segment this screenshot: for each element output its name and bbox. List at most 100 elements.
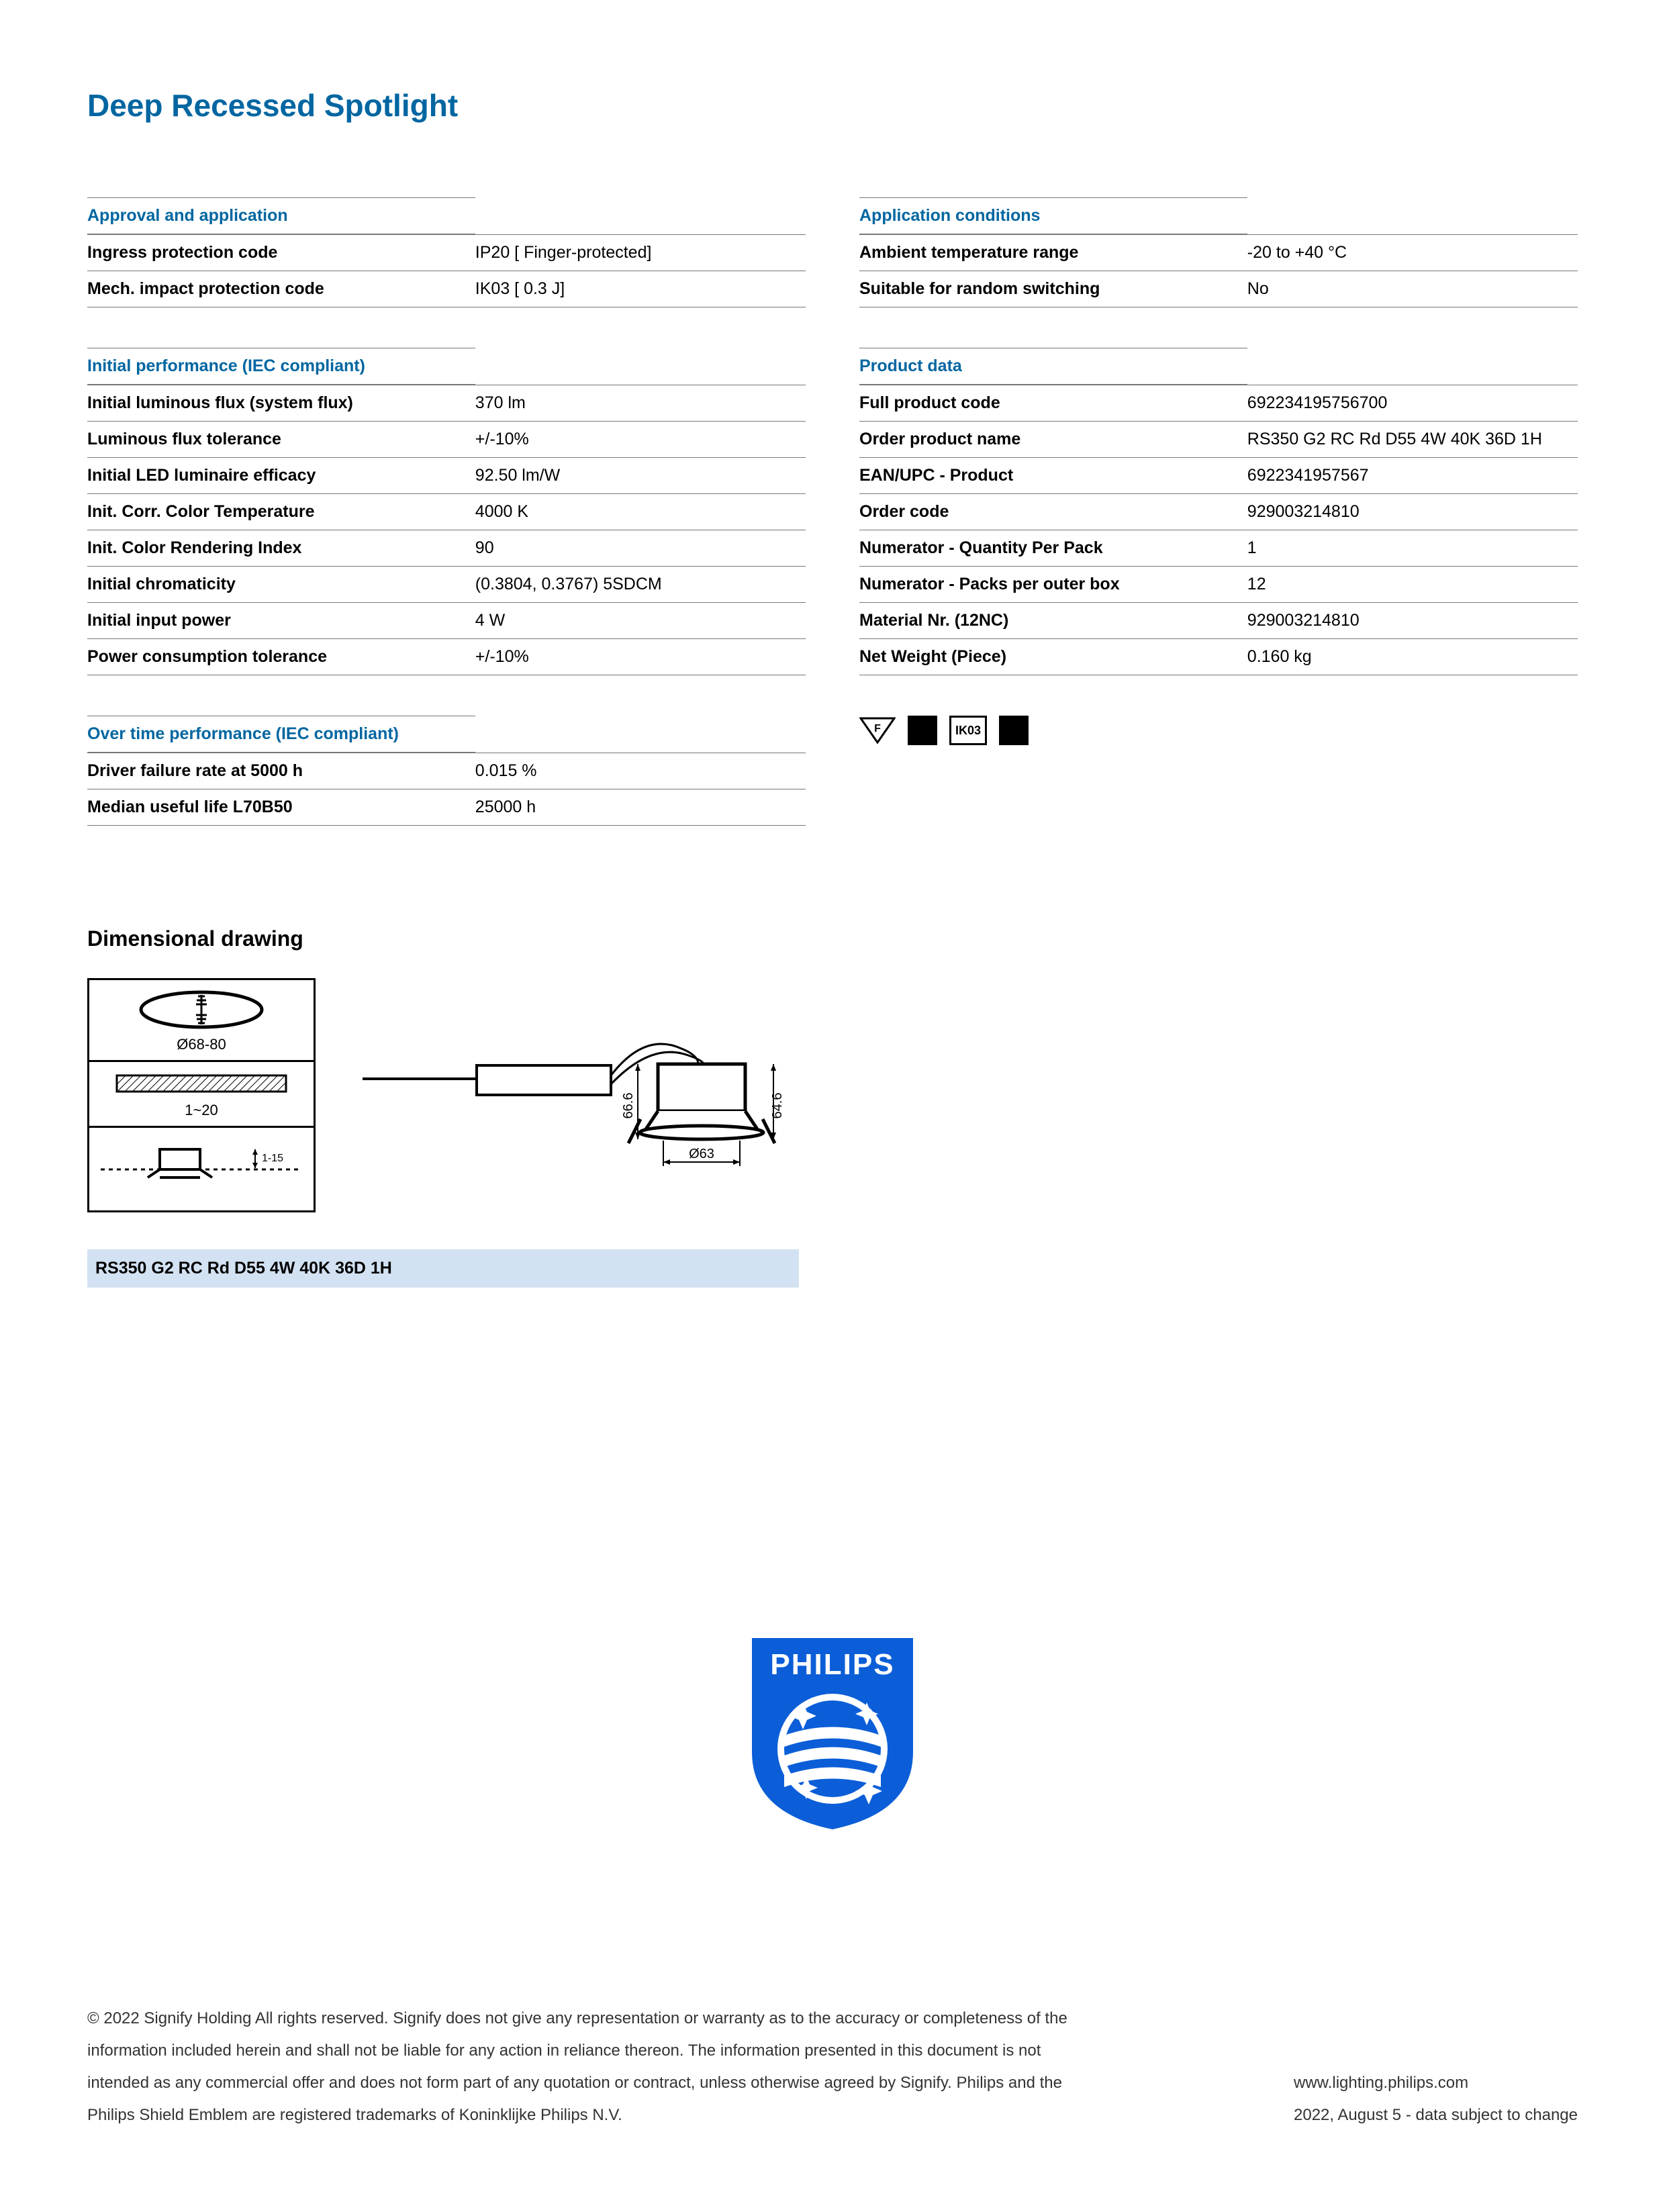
table-initial-perf: Initial performance (IEC compliant) Init… (87, 348, 806, 675)
spec-value: IK03 [ 0.3 J] (475, 271, 806, 307)
spec-value: 90 (475, 530, 806, 567)
spec-label: Numerator - Quantity Per Pack (859, 530, 1247, 567)
spec-label: Order product name (859, 422, 1247, 458)
footer-url: www.lighting.philips.com (1294, 2067, 1578, 2099)
section-header: Over time performance (IEC compliant) (87, 716, 475, 753)
dimensional-drawing-title: Dimensional drawing (87, 926, 1578, 951)
table-row: Power consumption tolerance+/-10% (87, 639, 806, 675)
spec-value: -20 to +40 °C (1247, 235, 1578, 271)
dim-h1: 66.6 (621, 1093, 636, 1119)
spec-label: Material Nr. (12NC) (859, 603, 1247, 639)
table-row: Ambient temperature range-20 to +40 °C (859, 235, 1578, 271)
spec-columns: Approval and application Ingress protect… (87, 197, 1578, 866)
svg-text:F: F (874, 723, 881, 734)
table-product-data: Product data Full product code6922341957… (859, 348, 1578, 675)
f-mark-icon: F (859, 717, 896, 744)
table-row: Initial LED luminaire efficacy92.50 lm/W (87, 458, 806, 494)
spec-value: 929003214810 (1247, 603, 1578, 639)
spec-label: Suitable for random switching (859, 271, 1247, 307)
section-header: Approval and application (87, 197, 475, 234)
table-row: Median useful life L70B5025000 h (87, 789, 806, 826)
spec-value: 1 (1247, 530, 1578, 567)
footer-disclaimer: © 2022 Signify Holding All rights reserv… (87, 2003, 1074, 2131)
black-square-icon (999, 716, 1029, 745)
table-row: Suitable for random switchingNo (859, 271, 1578, 307)
spec-value: (0.3804, 0.3767) 5SDCM (475, 567, 806, 603)
cutout-label: Ø68-80 (89, 1036, 314, 1053)
table-approval: Approval and application Ingress protect… (87, 197, 806, 307)
spec-label: Ingress protection code (87, 235, 475, 271)
section-header: Application conditions (859, 197, 1247, 234)
dimensional-drawing: Ø68-80 1~20 1-15 (87, 978, 1578, 1212)
spec-value: 370 lm (475, 385, 806, 422)
dim-h2: 64.6 (770, 1093, 785, 1119)
spec-label: Initial luminous flux (system flux) (87, 385, 475, 422)
spec-value: 12 (1247, 567, 1578, 603)
spec-label: Driver failure rate at 5000 h (87, 753, 475, 789)
black-square-icon (908, 716, 937, 745)
spec-label: Init. Corr. Color Temperature (87, 494, 475, 530)
page-title: Deep Recessed Spotlight (87, 87, 1578, 124)
thickness-label: 1~20 (89, 1102, 314, 1119)
footer-meta: www.lighting.philips.com 2022, August 5 … (1294, 2067, 1578, 2131)
spec-label: Net Weight (Piece) (859, 639, 1247, 675)
mounting-row: 1-15 (89, 1128, 314, 1210)
spec-value: +/-10% (475, 639, 806, 675)
spec-label: Numerator - Packs per outer box (859, 567, 1247, 603)
spec-label: Init. Color Rendering Index (87, 530, 475, 567)
table-row: Material Nr. (12NC)929003214810 (859, 603, 1578, 639)
spec-value: IP20 [ Finger-protected] (475, 235, 806, 271)
spec-value: 92.50 lm/W (475, 458, 806, 494)
table-row: Order code929003214810 (859, 494, 1578, 530)
spec-label: EAN/UPC - Product (859, 458, 1247, 494)
section-header: Product data (859, 348, 1247, 385)
left-column: Approval and application Ingress protect… (87, 197, 806, 866)
spec-label: Mech. impact protection code (87, 271, 475, 307)
spec-value: 0.160 kg (1247, 639, 1578, 675)
spec-label: Power consumption tolerance (87, 639, 475, 675)
dim-dia: Ø63 (689, 1147, 714, 1161)
drawing-caption: RS350 G2 RC Rd D55 4W 40K 36D 1H (87, 1249, 799, 1288)
spec-label: Initial input power (87, 603, 475, 639)
spec-label: Luminous flux tolerance (87, 422, 475, 458)
table-row: Initial input power4 W (87, 603, 806, 639)
table-row: Net Weight (Piece)0.160 kg (859, 639, 1578, 675)
svg-text:1-15: 1-15 (262, 1153, 283, 1164)
table-row: Initial chromaticity(0.3804, 0.3767) 5SD… (87, 567, 806, 603)
drawing-cutout-box: Ø68-80 1~20 1-15 (87, 978, 316, 1212)
thickness-row: 1~20 (89, 1062, 314, 1128)
table-row: Numerator - Packs per outer box12 (859, 567, 1578, 603)
spec-value: 0.015 % (475, 753, 806, 789)
spec-value: 929003214810 (1247, 494, 1578, 530)
spec-value: RS350 G2 RC Rd D55 4W 40K 36D 1H (1247, 422, 1578, 458)
spec-label: Ambient temperature range (859, 235, 1247, 271)
drawing-side-view: 66.6 64.6 Ø63 (363, 978, 792, 1190)
table-row: Initial luminous flux (system flux)370 l… (87, 385, 806, 422)
table-row: Mech. impact protection codeIK03 [ 0.3 J… (87, 271, 806, 307)
spec-value: No (1247, 271, 1578, 307)
spec-label: Order code (859, 494, 1247, 530)
table-row: Ingress protection codeIP20 [ Finger-pro… (87, 235, 806, 271)
spec-value: +/-10% (475, 422, 806, 458)
spec-label: Median useful life L70B50 (87, 789, 475, 826)
page-footer: © 2022 Signify Holding All rights reserv… (87, 2003, 1578, 2131)
table-app-conditions: Application conditions Ambient temperatu… (859, 197, 1578, 307)
spec-value: 25000 h (475, 789, 806, 826)
ik-rating-icon: IK03 (949, 716, 987, 745)
spec-label: Initial chromaticity (87, 567, 475, 603)
table-row: Numerator - Quantity Per Pack1 (859, 530, 1578, 567)
certification-icons: F IK03 (859, 716, 1578, 745)
right-column: Application conditions Ambient temperatu… (859, 197, 1578, 866)
table-row: Full product code692234195756700 (859, 385, 1578, 422)
table-row: Order product nameRS350 G2 RC Rd D55 4W … (859, 422, 1578, 458)
logo-text: PHILIPS (770, 1648, 894, 1681)
table-row: Init. Corr. Color Temperature4000 K (87, 494, 806, 530)
spec-value: 6922341957567 (1247, 458, 1578, 494)
table-row: EAN/UPC - Product6922341957567 (859, 458, 1578, 494)
spec-value: 692234195756700 (1247, 385, 1578, 422)
table-overtime: Over time performance (IEC compliant) Dr… (87, 716, 806, 826)
cutout-row: Ø68-80 (89, 980, 314, 1062)
spec-label: Initial LED luminaire efficacy (87, 458, 475, 494)
table-row: Init. Color Rendering Index90 (87, 530, 806, 567)
philips-logo: PHILIPS (745, 1631, 920, 1836)
